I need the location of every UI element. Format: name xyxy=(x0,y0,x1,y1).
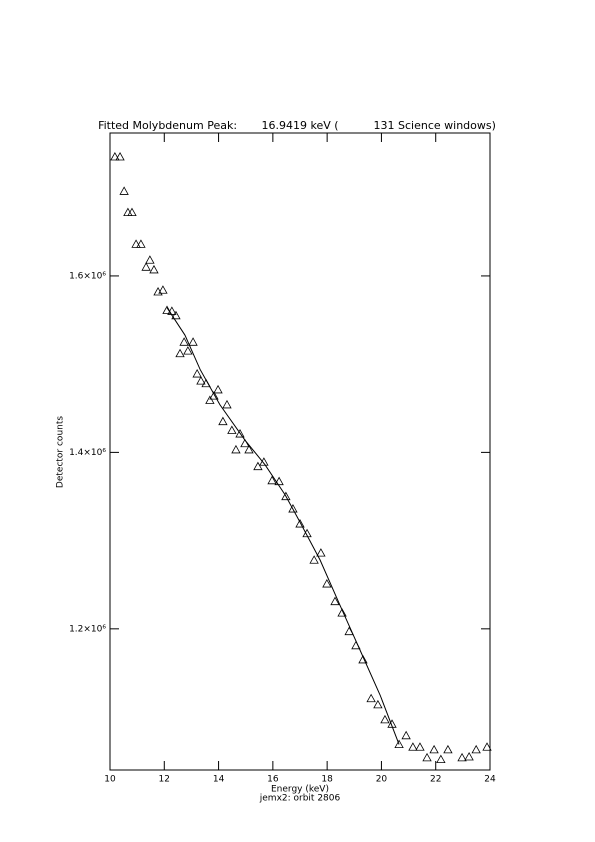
data-point xyxy=(401,730,411,740)
data-point xyxy=(205,395,215,404)
data-point xyxy=(196,376,206,385)
footer: jemx2: orbit 2806 xyxy=(259,794,341,804)
x-tick-label: 24 xyxy=(484,775,496,785)
data-point xyxy=(366,693,376,703)
data-point xyxy=(471,744,481,754)
data-point xyxy=(183,346,193,355)
data-point xyxy=(380,714,390,724)
x-tick-label: 12 xyxy=(159,775,170,785)
data-point xyxy=(394,739,404,749)
data-point xyxy=(127,207,137,217)
data-point xyxy=(179,337,189,346)
data-point xyxy=(136,239,146,248)
y-tick-label: 1.2×10⁶ xyxy=(69,624,106,634)
data-point xyxy=(110,151,120,161)
data-point xyxy=(443,744,453,754)
data-point xyxy=(149,264,159,274)
x-tick-label: 10 xyxy=(104,775,116,785)
x-axis-label: Energy (keV) xyxy=(271,785,329,795)
data-point xyxy=(358,654,368,664)
y-axis-label: Detector counts xyxy=(56,416,66,488)
x-tick-label: 22 xyxy=(430,775,441,785)
data-point xyxy=(316,548,326,557)
data-point xyxy=(429,744,439,754)
data-point xyxy=(337,608,347,617)
data-point xyxy=(145,255,155,264)
data-point xyxy=(218,416,228,426)
data-point xyxy=(171,310,181,320)
data-point xyxy=(436,754,446,764)
data-point xyxy=(302,528,312,538)
data-point xyxy=(482,742,492,751)
data-point xyxy=(192,369,202,378)
data-point xyxy=(309,555,319,564)
data-point xyxy=(267,475,277,485)
data-point xyxy=(231,444,241,454)
data-point xyxy=(464,751,474,761)
data-point xyxy=(209,391,219,400)
data-point xyxy=(295,519,305,528)
data-point xyxy=(153,286,163,296)
data-point xyxy=(322,579,332,588)
chart-title: Fitted Molybdenum Peak: 16.9419 keV ( 13… xyxy=(98,119,496,132)
data-point xyxy=(131,239,141,248)
data-point xyxy=(408,742,418,751)
data-point xyxy=(115,151,125,161)
data-point xyxy=(227,425,237,434)
y-tick-label: 1.6×10⁶ xyxy=(69,271,106,281)
data-point xyxy=(119,186,129,195)
x-tick-label: 18 xyxy=(321,775,333,785)
data-point xyxy=(415,742,425,751)
data-point xyxy=(235,429,245,438)
data-point xyxy=(457,752,467,762)
x-tick-label: 14 xyxy=(213,775,225,785)
data-point xyxy=(288,504,298,513)
data-point xyxy=(422,752,432,762)
data-point xyxy=(244,444,254,454)
x-tick-label: 16 xyxy=(267,775,279,785)
data-point xyxy=(158,285,168,294)
data-point xyxy=(253,461,263,471)
data-point xyxy=(175,348,185,358)
plot-frame xyxy=(109,132,491,771)
data-point xyxy=(188,337,198,346)
data-point xyxy=(213,384,223,394)
fit-line xyxy=(166,307,400,745)
data-point xyxy=(141,262,151,271)
data-point xyxy=(222,399,232,409)
y-tick-label: 1.4×10⁶ xyxy=(69,448,106,458)
data-point xyxy=(123,207,133,217)
data-point xyxy=(373,699,383,709)
data-point xyxy=(281,491,291,501)
x-tick-label: 20 xyxy=(376,775,388,785)
data-point xyxy=(330,596,340,606)
data-point xyxy=(274,476,284,486)
